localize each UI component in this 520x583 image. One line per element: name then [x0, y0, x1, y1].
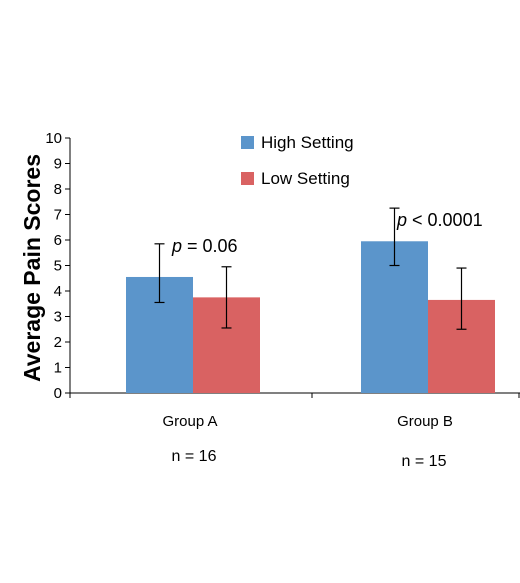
significance-annotations: p = 0.06 p < 0.0001: [171, 210, 483, 256]
y-tick-label: 0: [54, 385, 62, 402]
bar-high-setting-group-b: [361, 241, 428, 393]
x-axis-categories: Group A Group B: [162, 413, 452, 430]
error-bar: [456, 267, 467, 330]
error-bars: [154, 207, 467, 330]
error-bar: [389, 207, 400, 267]
y-tick-label: 4: [54, 283, 62, 300]
legend-swatch: [241, 136, 254, 149]
y-axis-label: Average Pain Scores: [19, 154, 45, 382]
y-tick-label: 8: [54, 181, 62, 198]
x-category-label: Group B: [397, 413, 453, 430]
y-tick-label: 2: [54, 334, 62, 351]
sample-sizes: n = 16 n = 15: [172, 448, 447, 470]
sample-size-label: n = 16: [172, 448, 217, 465]
error-bar: [154, 243, 165, 304]
sample-size-label: n = 15: [402, 453, 447, 470]
y-tick-label: 9: [54, 156, 62, 173]
legend-swatch: [241, 172, 254, 185]
legend: High Setting Low Setting: [241, 133, 354, 188]
legend-label: Low Setting: [261, 169, 350, 188]
y-tick-label: 1: [54, 360, 62, 377]
y-tick-label: 3: [54, 309, 62, 326]
bars: [126, 241, 495, 393]
p-value-annotation: p < 0.0001: [396, 210, 483, 230]
y-tick-label: 5: [54, 258, 62, 275]
y-tick-label: 10: [45, 130, 62, 147]
error-bar: [221, 266, 232, 329]
x-category-label: Group A: [162, 413, 217, 430]
legend-label: High Setting: [261, 133, 354, 152]
y-tick-label: 6: [54, 232, 62, 249]
p-value-annotation: p = 0.06: [171, 236, 238, 256]
y-tick-label: 7: [54, 207, 62, 224]
